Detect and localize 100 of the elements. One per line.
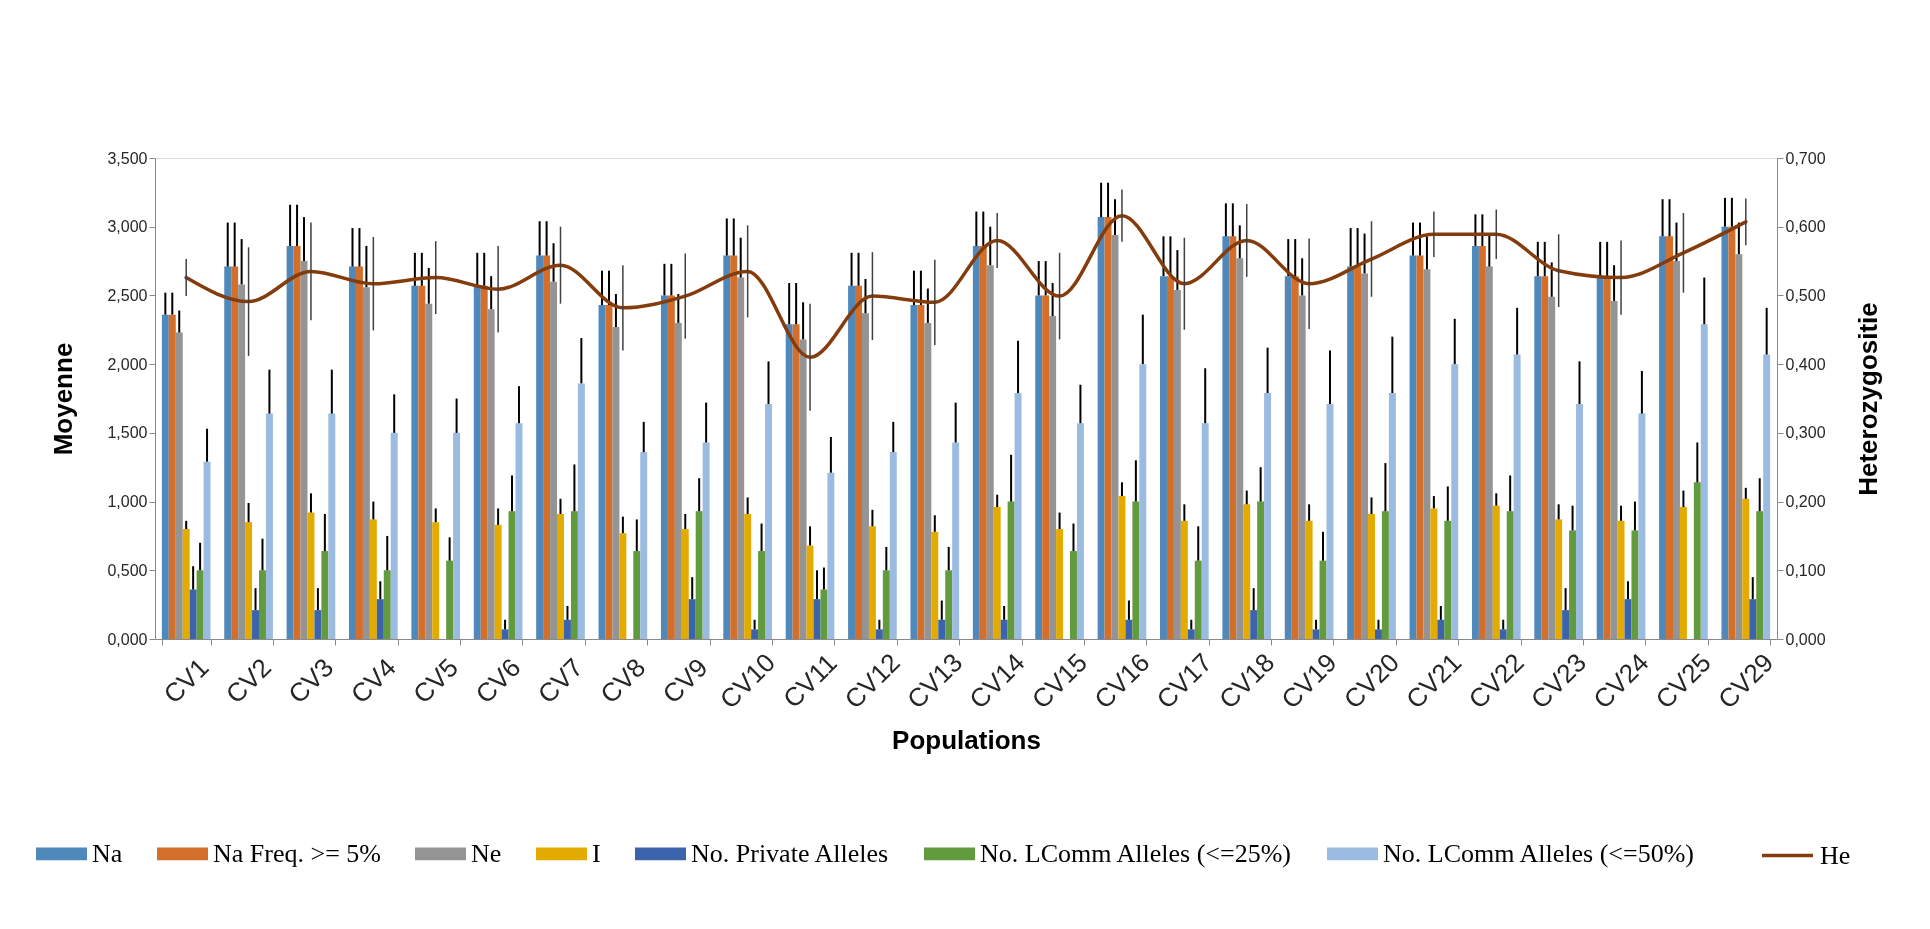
bar	[515, 423, 523, 639]
bar	[1666, 236, 1673, 639]
y-tick-label: 1,500	[107, 424, 148, 442]
bar	[1638, 413, 1646, 639]
bar	[383, 570, 391, 639]
bar	[293, 245, 301, 639]
bar	[972, 245, 980, 639]
bar	[1347, 266, 1355, 639]
y-tick-label: 2,500	[107, 286, 148, 304]
bar	[1368, 513, 1375, 639]
bar	[473, 285, 481, 639]
y-tick-label: 2,000	[107, 355, 148, 373]
bar	[1284, 276, 1292, 639]
y2-tick-label: 0,700	[1785, 149, 1826, 167]
bar	[667, 295, 675, 639]
bar	[203, 461, 211, 639]
bar	[161, 314, 169, 639]
bar	[1056, 529, 1064, 639]
bar	[1506, 511, 1514, 639]
bar	[1534, 276, 1542, 639]
y-tick-label: 1,000	[107, 493, 148, 511]
bar	[785, 324, 793, 639]
bar	[259, 570, 266, 639]
bar	[1700, 324, 1708, 639]
y2-tick-label: 0,100	[1785, 561, 1826, 579]
bar	[1374, 629, 1382, 639]
bar	[1721, 226, 1729, 639]
bar	[349, 266, 356, 639]
bar	[688, 599, 696, 639]
bar	[1180, 520, 1188, 639]
bar	[1596, 276, 1604, 639]
bar	[1603, 276, 1611, 639]
bar	[252, 610, 259, 639]
bar	[1250, 610, 1258, 639]
bar	[1354, 266, 1362, 639]
bar	[307, 512, 315, 639]
bar	[1679, 507, 1687, 639]
bar	[494, 524, 502, 639]
bar	[723, 255, 731, 639]
legend-label: He	[1820, 840, 1851, 870]
y-axis-title: Moyenne	[48, 342, 79, 456]
line-series	[184, 213, 1748, 360]
y2-tick-label: 0,300	[1785, 424, 1826, 442]
bar	[1243, 504, 1251, 639]
bar	[1576, 404, 1583, 639]
bar	[1430, 508, 1438, 639]
bar	[702, 442, 710, 639]
bar	[1132, 501, 1140, 639]
bar	[577, 383, 585, 639]
bar	[1763, 354, 1771, 639]
bar	[1555, 519, 1563, 639]
legend-label: Ne	[471, 838, 502, 868]
legend-label: No. Private Alleles	[691, 838, 889, 868]
bar	[1194, 560, 1202, 639]
bar	[314, 610, 322, 639]
y-tick-label: 0,500	[107, 561, 148, 579]
bar	[855, 285, 862, 639]
bar	[418, 285, 426, 639]
bar	[1409, 255, 1417, 639]
bar	[1444, 520, 1452, 639]
bar	[1499, 629, 1507, 639]
bar	[411, 285, 419, 639]
bar	[945, 570, 953, 639]
y2-tick-label: 0,400	[1785, 355, 1826, 373]
x-tick-label: CV6	[469, 652, 527, 710]
bar	[1478, 245, 1486, 639]
bar	[1492, 505, 1500, 639]
bar	[286, 245, 294, 639]
bar	[1617, 520, 1625, 639]
bar	[1388, 393, 1396, 639]
bar	[1631, 530, 1639, 639]
x-tick-label: CV7	[531, 652, 589, 710]
bar	[1326, 404, 1334, 639]
bar	[570, 511, 578, 639]
bar	[265, 413, 273, 639]
bar	[432, 522, 440, 639]
x-tick-label: CV3	[282, 652, 340, 710]
bar	[231, 266, 239, 639]
bar	[1749, 599, 1757, 639]
bar	[751, 629, 759, 639]
bar	[917, 305, 925, 639]
bar	[938, 619, 946, 639]
legend-label: Na	[92, 838, 123, 868]
y-tick-label: 3,000	[107, 218, 148, 236]
bar	[168, 314, 176, 639]
legend-label: I	[592, 838, 601, 868]
bar	[875, 629, 883, 639]
bar	[695, 511, 703, 639]
bar	[453, 432, 461, 639]
bar	[792, 324, 800, 639]
bar	[681, 529, 689, 639]
bar	[1569, 530, 1577, 639]
bar	[224, 266, 232, 639]
legend-label: Na Freq. >= 5%	[213, 838, 381, 868]
bar	[355, 266, 363, 639]
x-tick-label: CV5	[407, 652, 465, 710]
bar	[1007, 501, 1015, 639]
bar	[1305, 520, 1313, 639]
bar	[1070, 551, 1077, 639]
bar	[1125, 619, 1133, 639]
